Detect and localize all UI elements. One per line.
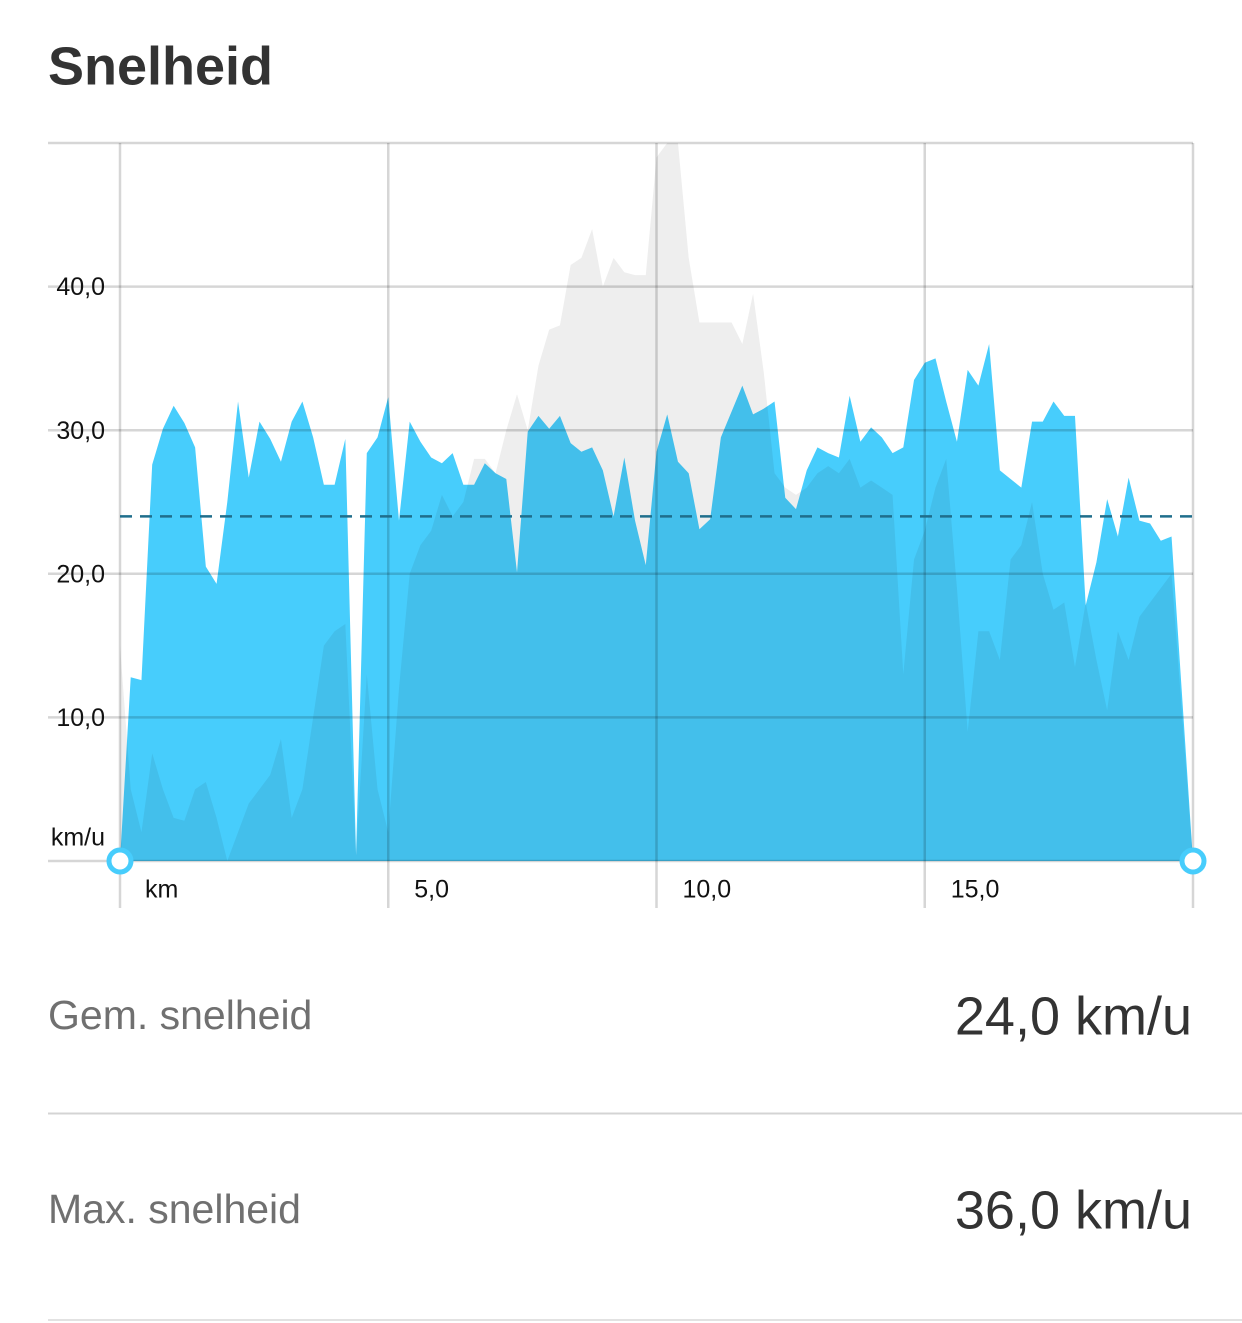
range-handle [106, 847, 134, 875]
x-tick-label: 10,0 [683, 876, 732, 904]
speed-area [120, 143, 1193, 861]
range-handle [1179, 847, 1207, 875]
stat-value: 36,0 km/u [955, 1180, 1192, 1240]
y-tick-label: 40,0 [56, 273, 105, 301]
stat-value: 24,0 km/u [955, 986, 1192, 1046]
y-tick-label: 10,0 [56, 704, 105, 732]
y-unit: km/u [51, 824, 105, 852]
x-tick-label: 5,0 [414, 876, 449, 904]
stat-label: Max. snelheid [48, 1186, 301, 1232]
y-tick-label: 20,0 [56, 560, 105, 588]
chart: 10,0 20,0 30,0 40,0 km/u 5,0 10,0 15,0 km [48, 141, 1207, 908]
x-tick-label: 15,0 [951, 876, 1000, 904]
stat-label: Gem. snelheid [48, 992, 312, 1038]
y-tick-label: 30,0 [56, 417, 105, 445]
section-title: Snelheid [48, 36, 273, 96]
x-unit: km [145, 876, 178, 904]
